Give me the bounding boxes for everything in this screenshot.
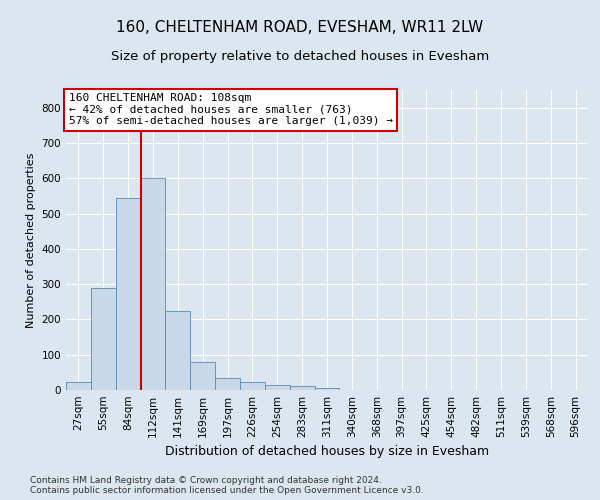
Bar <box>166 310 190 390</box>
Bar <box>91 288 116 390</box>
Bar <box>215 378 240 390</box>
Text: 160 CHELTENHAM ROAD: 108sqm
← 42% of detached houses are smaller (763)
57% of se: 160 CHELTENHAM ROAD: 108sqm ← 42% of det… <box>68 93 392 126</box>
Bar <box>116 198 140 390</box>
Text: Contains HM Land Registry data © Crown copyright and database right 2024.
Contai: Contains HM Land Registry data © Crown c… <box>30 476 424 495</box>
X-axis label: Distribution of detached houses by size in Evesham: Distribution of detached houses by size … <box>165 446 489 458</box>
Bar <box>140 178 166 390</box>
Bar <box>265 386 290 390</box>
Bar <box>290 386 314 390</box>
Y-axis label: Number of detached properties: Number of detached properties <box>26 152 36 328</box>
Bar <box>190 362 215 390</box>
Text: 160, CHELTENHAM ROAD, EVESHAM, WR11 2LW: 160, CHELTENHAM ROAD, EVESHAM, WR11 2LW <box>116 20 484 35</box>
Bar <box>66 382 91 390</box>
Bar <box>240 382 265 390</box>
Text: Size of property relative to detached houses in Evesham: Size of property relative to detached ho… <box>111 50 489 63</box>
Bar <box>314 388 340 390</box>
